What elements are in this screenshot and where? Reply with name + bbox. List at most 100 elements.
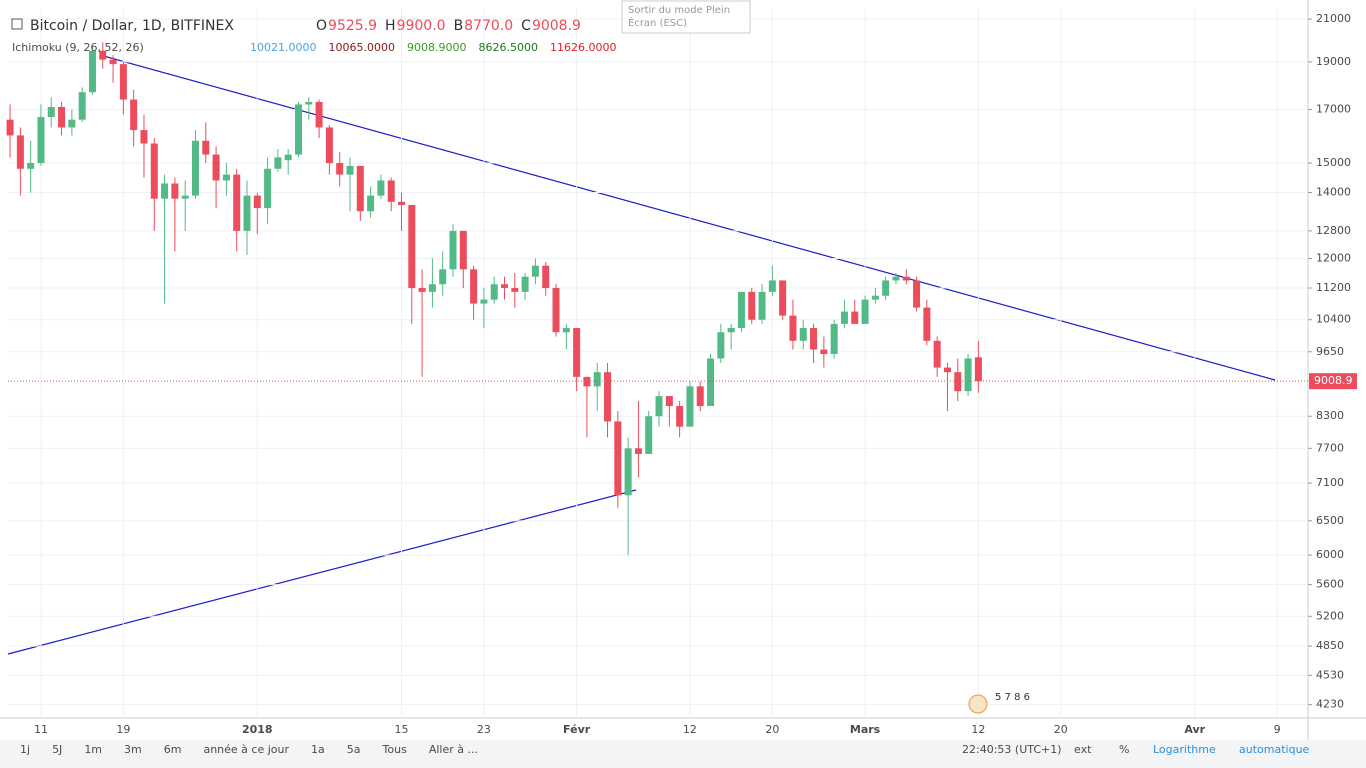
y-tick-label: 5600 (1316, 578, 1344, 591)
candle-body (119, 64, 127, 100)
candle-body (562, 328, 570, 333)
candle-body (614, 421, 622, 496)
event-badge-text: 5 7 8 6 (995, 692, 1030, 703)
scale-button[interactable]: automatique (1239, 743, 1310, 756)
x-tick-label: 12 (971, 723, 985, 736)
scale-button[interactable]: Logarithme (1153, 743, 1216, 756)
range-button[interactable]: 3m (124, 743, 142, 756)
range-button[interactable]: année à ce jour (203, 743, 289, 756)
candle-body (356, 165, 364, 212)
y-tick-label: 14000 (1316, 186, 1351, 199)
candle-body (367, 195, 375, 212)
y-tick-label: 5200 (1316, 609, 1344, 622)
candle-body (58, 106, 66, 128)
candle-body (37, 117, 45, 164)
range-button[interactable]: 1m (84, 743, 102, 756)
candle-body (779, 280, 787, 316)
candle-body (964, 358, 972, 392)
y-tick-label: 6000 (1316, 548, 1344, 561)
candle-body (140, 130, 148, 144)
y-tick-label: 10400 (1316, 313, 1351, 326)
ohlc-value: 9900.0 (397, 18, 446, 34)
candle-body (161, 183, 169, 199)
candle-body (171, 183, 179, 199)
candle-body (99, 50, 107, 60)
x-tick-label: Mars (850, 723, 881, 736)
candle-body (418, 288, 426, 292)
ohlc-value: 8770.0 (464, 18, 513, 34)
candle-body (583, 376, 591, 387)
candle-body (573, 328, 581, 377)
candle-body (830, 323, 838, 354)
candle-body (346, 165, 354, 175)
candle-body (16, 135, 24, 169)
indicator-values: 10021.0000 10065.0000 9008.9000 8626.5000 11… (250, 41, 616, 54)
tooltip-line: Écran (ESC) (628, 16, 687, 29)
clock: 22:40:53 (UTC+1) (962, 743, 1062, 756)
candle-body (325, 127, 333, 164)
tooltip (621, 0, 751, 34)
y-tick-label: 11200 (1316, 281, 1351, 294)
candle-body (531, 265, 539, 277)
x-tick-label: 12 (683, 723, 697, 736)
candle-body (253, 195, 261, 209)
range-button[interactable]: Tous (382, 743, 408, 756)
candle-body (655, 396, 663, 417)
candle-body (490, 284, 498, 300)
candle-body (871, 295, 879, 300)
candle-body (923, 307, 931, 341)
ohlc-key: H (385, 18, 396, 34)
range-button[interactable]: Aller à ... (429, 743, 478, 756)
range-button[interactable]: 1j (20, 743, 30, 756)
y-tick-label: 8300 (1316, 409, 1344, 422)
candle-body (233, 174, 241, 231)
candle-body (943, 367, 951, 373)
candle-body (480, 299, 488, 304)
ohlc-key: O (316, 18, 327, 34)
scale-button[interactable]: % (1119, 743, 1129, 756)
y-tick-label: 21000 (1316, 12, 1351, 25)
candle-body (892, 276, 900, 281)
candle-body (6, 119, 14, 136)
candle-body (130, 99, 138, 131)
candle-body (336, 163, 344, 175)
candle-body (634, 448, 642, 454)
ohlc-value: 9008.9 (532, 18, 581, 34)
range-button[interactable]: 5a (347, 743, 361, 756)
candle-body (274, 157, 282, 169)
candle-body (428, 284, 436, 292)
y-tick-label: 17000 (1316, 102, 1351, 115)
x-tick-label: 23 (477, 723, 491, 736)
candle-body (264, 168, 272, 209)
last-price-label: 9008.9 (1314, 374, 1353, 387)
range-button[interactable]: 6m (164, 743, 182, 756)
range-button[interactable]: 1a (311, 743, 325, 756)
candle-body (717, 332, 725, 359)
candle-body (243, 195, 251, 231)
range-button[interactable]: 5J (52, 743, 62, 756)
candle-body (624, 448, 632, 496)
candle-body (27, 163, 35, 169)
collapse-icon[interactable] (11, 18, 23, 30)
candle-body (707, 358, 715, 407)
candle-body (181, 195, 189, 199)
candle-body (439, 269, 447, 285)
candle-body (377, 180, 385, 196)
y-tick-label: 12800 (1316, 224, 1351, 237)
candle-body (284, 154, 292, 161)
y-tick-label: 7100 (1316, 476, 1344, 489)
x-tick-label: 20 (1054, 723, 1068, 736)
last-price-tag (1309, 373, 1357, 390)
candle-body (501, 284, 509, 289)
event-badge[interactable] (968, 694, 988, 714)
x-tick-label: Févr (563, 723, 591, 736)
candle-body (820, 349, 828, 354)
candle-body (840, 311, 848, 324)
scale-button[interactable]: ext (1074, 743, 1092, 756)
candle-body (398, 201, 406, 205)
candle-body (851, 311, 859, 324)
candle-body (768, 280, 776, 292)
candle-body (222, 174, 230, 181)
